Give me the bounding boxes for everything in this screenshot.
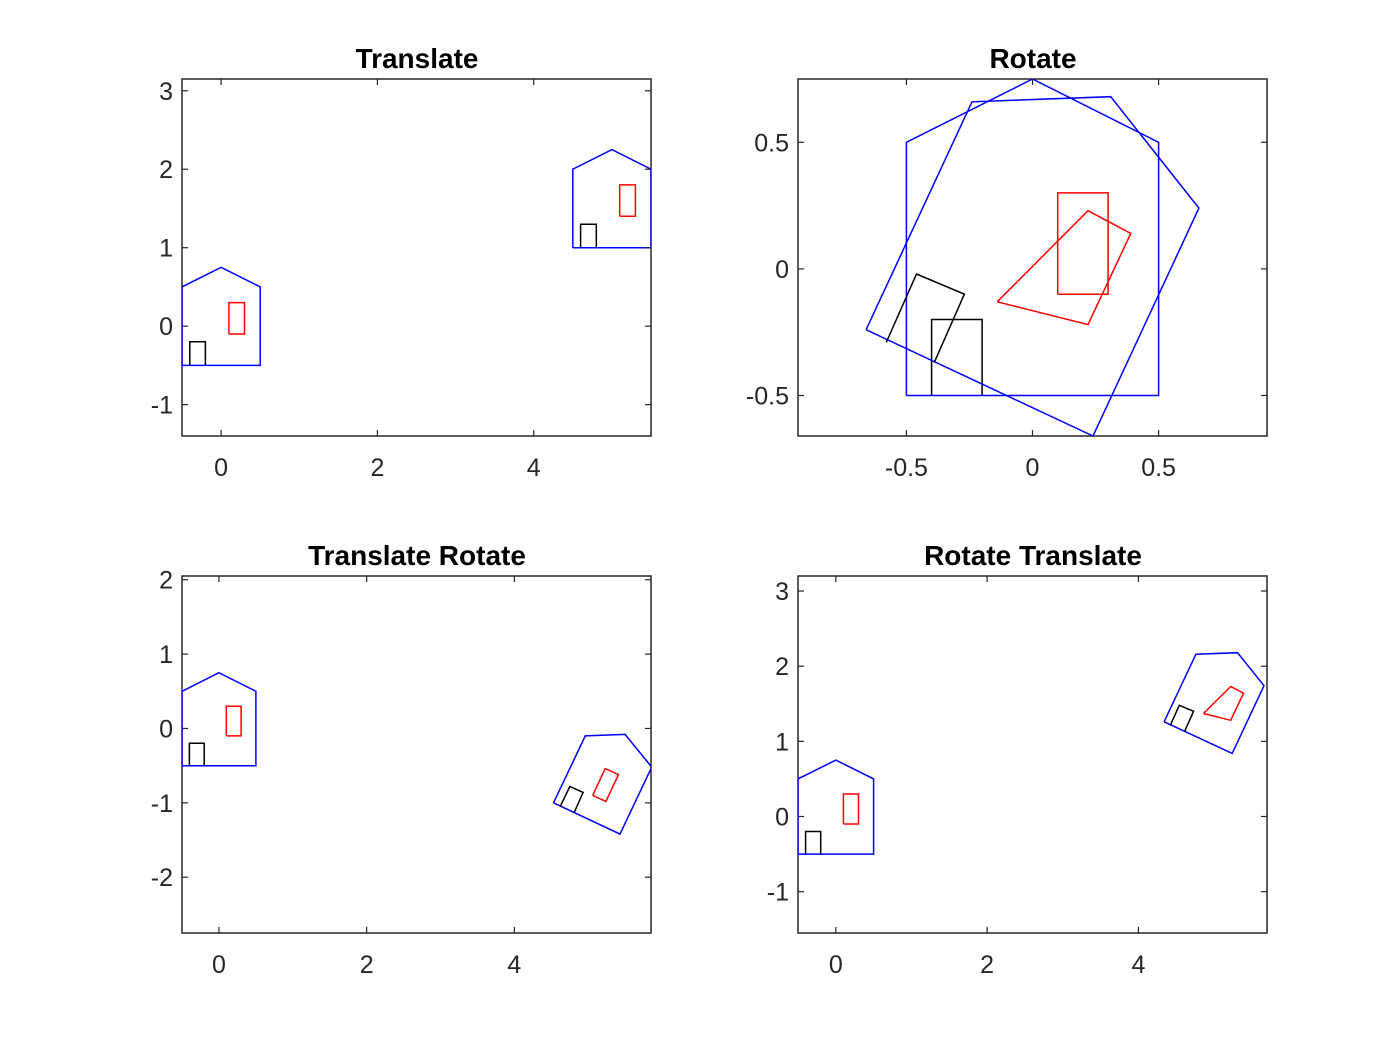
- x-tick-label: -0.5: [885, 454, 928, 482]
- shape-outline: [559, 785, 585, 813]
- y-tick-label: 2: [775, 653, 789, 681]
- y-tick-label: 0: [159, 715, 173, 743]
- shape-outline: [798, 759, 875, 855]
- shape-outline: [1169, 704, 1195, 732]
- y-tick-label: 0: [775, 804, 789, 832]
- y-tick-label: -0.5: [746, 382, 789, 410]
- y-tick-label: -1: [151, 790, 173, 818]
- y-tick-label: 0.5: [754, 129, 789, 157]
- subplot-title: Rotate: [989, 43, 1076, 74]
- y-tick-label: 2: [159, 567, 173, 595]
- subplot-rotate-translate: Rotate Translate 0 2 4 -1 0 1 2 3: [767, 540, 1268, 979]
- y-tick-label: 1: [159, 235, 173, 263]
- shape-outline: [572, 148, 651, 249]
- x-tick-label: 0: [212, 951, 226, 979]
- shape-outline: [865, 95, 1200, 436]
- y-tick-label: 0: [159, 313, 173, 341]
- shape-outline: [930, 318, 983, 396]
- axes-frame: [181, 575, 652, 934]
- x-tick-label: 0: [1026, 454, 1040, 482]
- shape-outline: [182, 266, 261, 367]
- shape-outline: [189, 341, 207, 366]
- x-tick-label: 0: [214, 454, 228, 482]
- shape-outline: [1056, 192, 1109, 295]
- axes-frame: [797, 575, 1268, 934]
- subplot-translate-rotate: Translate Rotate 0 2 4 -2 -1 0 1 2: [151, 540, 652, 979]
- axes-frame: [797, 78, 1268, 437]
- shape-outline: [552, 733, 651, 836]
- shape-outline: [842, 793, 860, 825]
- x-tick-label: 4: [1131, 951, 1145, 979]
- plot-area: [865, 79, 1200, 436]
- subplot-translate: Translate 0 2 4 -1 0 1 2 3: [151, 43, 652, 482]
- subplot-rotate: Rotate -0.5 0 0.5 -0.5 0 0.5: [746, 43, 1268, 482]
- x-tick-label: 4: [507, 951, 521, 979]
- y-tick-label: 3: [775, 578, 789, 606]
- y-tick-label: 1: [159, 641, 173, 669]
- x-tick-label: 0.5: [1141, 454, 1176, 482]
- subplot-title: Translate: [356, 43, 479, 74]
- x-tick-label: 0: [829, 951, 843, 979]
- y-tick-label: 3: [159, 78, 173, 106]
- plot-area: [182, 671, 651, 836]
- plot-area: [182, 148, 651, 367]
- x-tick-label: 2: [360, 951, 374, 979]
- subplot-title: Rotate Translate: [924, 540, 1142, 571]
- shape-outline: [618, 184, 637, 218]
- y-tick-label: -1: [767, 879, 789, 907]
- shape-outline: [1202, 685, 1245, 722]
- x-tick-label: 2: [370, 454, 384, 482]
- shape-outline: [905, 79, 1160, 397]
- shape-outline: [579, 223, 598, 248]
- shape-outline: [885, 273, 966, 363]
- shape-outline: [228, 301, 246, 335]
- shape-outline: [188, 742, 205, 766]
- x-tick-label: 2: [980, 951, 994, 979]
- shape-outline: [996, 209, 1132, 326]
- y-tick-label: -1: [151, 392, 173, 420]
- x-tick-label: 4: [527, 454, 541, 482]
- y-tick-label: -2: [151, 864, 173, 892]
- y-tick-label: 0: [775, 256, 789, 284]
- shape-outline: [1163, 651, 1265, 755]
- shape-outline: [804, 830, 822, 855]
- shape-outline: [225, 705, 242, 737]
- plot-area: [798, 651, 1265, 855]
- y-tick-label: 2: [159, 156, 173, 184]
- axes-frame: [181, 78, 652, 437]
- shape-outline: [182, 671, 257, 767]
- shape-outline: [592, 767, 620, 803]
- y-tick-label: 1: [775, 728, 789, 756]
- subplot-title: Translate Rotate: [308, 540, 526, 571]
